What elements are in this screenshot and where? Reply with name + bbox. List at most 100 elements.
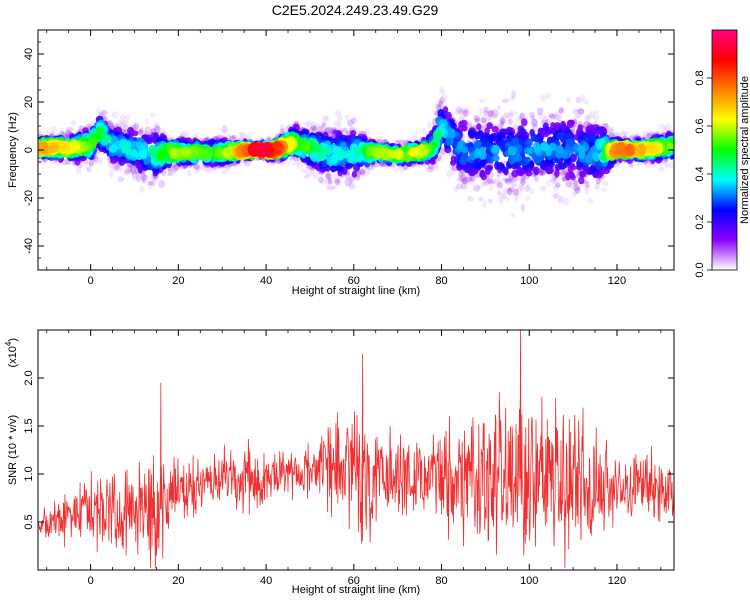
spectrogram-cell: [510, 213, 516, 218]
spectrogram-cell: [507, 112, 513, 119]
colorbar-bar: [711, 29, 738, 271]
spectrogram-cell: [566, 96, 572, 104]
spectrogram-cell: [504, 178, 512, 183]
spectrogram-cell: [459, 107, 464, 114]
spectrogram-cell: [131, 172, 139, 181]
spectrogram-cell: [195, 162, 202, 171]
spectrogram-cell: [515, 167, 524, 175]
spectrogram-cell: [303, 174, 310, 179]
spectrogram-cell: [557, 125, 563, 132]
spectrogram-cell: [314, 143, 322, 153]
spectrogram-cell: [486, 122, 493, 130]
spectrogram-cell: [496, 184, 503, 191]
spectrogram-cell: [124, 114, 131, 121]
spectrogram-cell: [583, 184, 589, 191]
spectrogram-cell: [558, 196, 563, 203]
spectrogram-cell: [300, 168, 308, 174]
spectrogram-cell: [511, 137, 520, 145]
spectrogram-cell: [555, 113, 562, 122]
spectrogram-cell: [520, 203, 525, 212]
spectrogram-cell: [306, 170, 313, 176]
spectrogram-cell: [325, 172, 332, 180]
spectrogram-cell: [117, 118, 125, 126]
spectrogram-cell: [330, 153, 339, 164]
spectrogram-cell: [460, 182, 468, 190]
spectrogram-cell: [562, 197, 570, 206]
spectrogram-cell: [337, 149, 346, 160]
spectrogram-cell: [93, 155, 99, 161]
spectrogram-cell: [501, 192, 507, 199]
spectrogram-cell: [256, 142, 269, 158]
spectrogram-cell: [112, 162, 119, 170]
spectrogram-cell: [453, 186, 459, 193]
spectrogram-cell: [437, 99, 443, 107]
spectrogram-cell: [561, 175, 567, 182]
spectrogram-cell: [668, 161, 674, 168]
spectrogram-cell: [469, 175, 476, 182]
spectrogram-cell: [285, 161, 292, 166]
spectrogram-cell: [375, 136, 381, 143]
spectrogram-cell: [547, 112, 554, 118]
spectrogram-cell: [466, 121, 473, 129]
spectrogram-cell: [130, 166, 137, 174]
spectrogram-cell: [149, 112, 156, 118]
snr-series-line: [38, 330, 674, 569]
spectrogram-cell: [140, 174, 148, 181]
spectrogram-cell: [465, 176, 472, 183]
spectrogram-cell: [327, 184, 333, 191]
spectrogram-cell: [584, 189, 590, 195]
spectrogram-cell: [494, 175, 501, 182]
spectrogram-cell: [584, 99, 589, 106]
spectrogram-cell: [456, 142, 464, 151]
spectrogram-cell: [501, 193, 507, 200]
spectrogram-cell: [56, 140, 66, 154]
spectrogram-cell: [565, 180, 572, 188]
spectrogram-cell: [664, 163, 671, 169]
spectrogram-cell: [571, 191, 578, 197]
spectrogram-cell: [70, 119, 77, 126]
spectrogram-cell: [550, 177, 558, 184]
spectrogram-cell: [112, 165, 120, 172]
spectrogram-cell: [531, 152, 538, 160]
spectrogram-cell: [463, 109, 469, 118]
spectrogram-cell: [518, 182, 523, 188]
spectrogram-cell: [601, 180, 609, 187]
spectrogram-cell: [512, 111, 519, 116]
spectrogram-cell: [552, 193, 560, 199]
spectrogram-cell: [123, 169, 130, 176]
spectrogram-cell: [650, 163, 657, 169]
spectrogram-cell: [169, 168, 176, 176]
spectrogram-cell: [589, 164, 597, 173]
spectrogram-cell: [333, 176, 341, 184]
spectrogram-cell: [50, 125, 57, 133]
spectrogram-cell: [572, 108, 579, 115]
spectrogram-cell: [487, 110, 494, 117]
spectrogram-cell: [496, 181, 504, 188]
spectrogram-cell: [118, 165, 124, 171]
spectrogram-cell: [528, 111, 535, 118]
spectrogram-cell: [531, 118, 538, 127]
spectrogram-cell: [334, 109, 342, 117]
spectrogram-cell: [402, 165, 409, 171]
spectrogram-cell: [497, 163, 505, 170]
spectrogram-cell: [231, 134, 238, 140]
spectrogram-cell: [308, 127, 315, 133]
spectrogram-cell: [115, 121, 120, 127]
spectrogram-cell: [594, 182, 599, 190]
spectrogram-cell: [644, 161, 651, 170]
spectrogram-cell: [589, 110, 596, 117]
spectrogram-cell: [347, 176, 353, 183]
spectrogram-cell: [279, 124, 285, 130]
spectrogram-cell: [434, 164, 439, 169]
spectrogram-cell: [615, 141, 627, 156]
y-tick-label: 1.5: [23, 418, 35, 433]
spectrogram-cell: [157, 149, 166, 162]
spectrogram-cell: [594, 110, 600, 115]
spectrogram-cell: [214, 147, 225, 159]
spectrogram-cell: [369, 166, 377, 171]
spectrogram-cell: [439, 86, 444, 92]
spectrogram-cell: [645, 142, 655, 154]
spectrogram-cell: [558, 107, 564, 114]
spectrogram-cell: [70, 140, 81, 153]
spectrogram-cell: [421, 128, 427, 136]
